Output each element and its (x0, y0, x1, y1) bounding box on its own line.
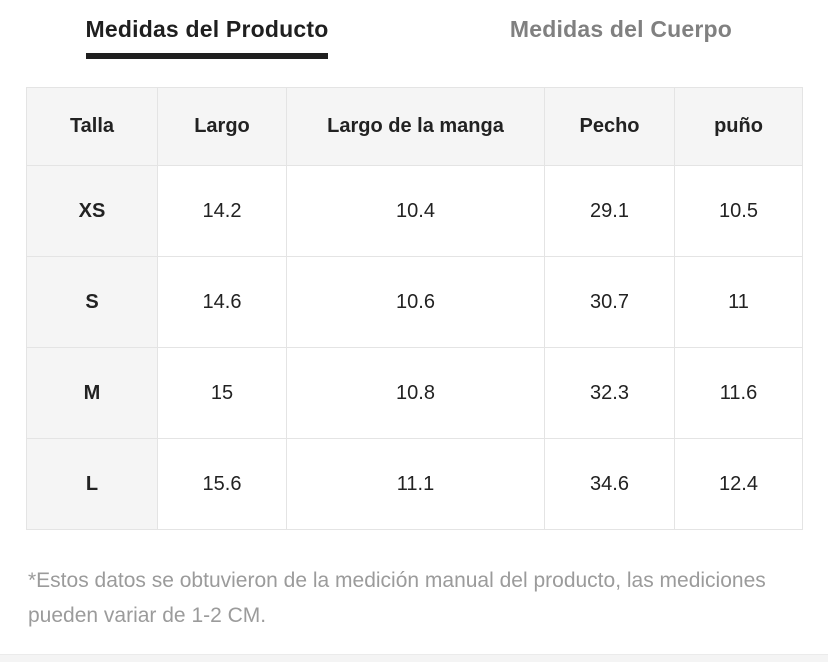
size-label: S (26, 256, 158, 348)
value-largo: 15.6 (157, 438, 287, 530)
value-manga: 10.8 (286, 347, 545, 439)
table-header-row: Talla Largo Largo de la manga Pecho puño (26, 87, 803, 166)
size-label: M (26, 347, 158, 439)
value-manga: 10.4 (286, 165, 545, 257)
header-cell-pecho: Pecho (544, 87, 675, 166)
tab-medidas-del-cuerpo[interactable]: Medidas del Cuerpo (509, 16, 733, 42)
value-puno: 10.5 (674, 165, 803, 257)
tab-medidas-del-producto[interactable]: Medidas del Producto (85, 15, 329, 59)
value-manga: 10.6 (286, 256, 545, 348)
measurement-disclaimer: *Estos datos se obtuvieron de la medició… (28, 569, 766, 627)
bottom-strip (0, 654, 828, 662)
table-row: M 15 10.8 32.3 11.6 (26, 347, 803, 439)
value-pecho: 29.1 (544, 165, 675, 257)
header-cell-largo: Largo (157, 87, 287, 166)
size-measurements-table: Talla Largo Largo de la manga Pecho puño… (26, 87, 803, 530)
value-largo: 15 (157, 347, 287, 439)
tab-half-left: Medidas del Producto (0, 15, 414, 59)
measurement-tabs: Medidas del Producto Medidas del Cuerpo (0, 0, 828, 59)
size-label: L (26, 438, 158, 530)
value-manga: 11.1 (286, 438, 545, 530)
value-largo: 14.2 (157, 165, 287, 257)
value-pecho: 34.6 (544, 438, 675, 530)
header-cell-puno: puño (674, 87, 803, 166)
tab-half-right: Medidas del Cuerpo (414, 15, 828, 59)
value-puno: 12.4 (674, 438, 803, 530)
value-largo: 14.6 (157, 256, 287, 348)
header-cell-manga: Largo de la manga (286, 87, 545, 166)
value-pecho: 30.7 (544, 256, 675, 348)
size-label: XS (26, 165, 158, 257)
value-puno: 11 (674, 256, 803, 348)
header-cell-talla: Talla (26, 87, 158, 166)
value-pecho: 32.3 (544, 347, 675, 439)
value-puno: 11.6 (674, 347, 803, 439)
table-row: L 15.6 11.1 34.6 12.4 (26, 438, 803, 530)
table-row: XS 14.2 10.4 29.1 10.5 (26, 165, 803, 257)
table-row: S 14.6 10.6 30.7 11 (26, 256, 803, 348)
